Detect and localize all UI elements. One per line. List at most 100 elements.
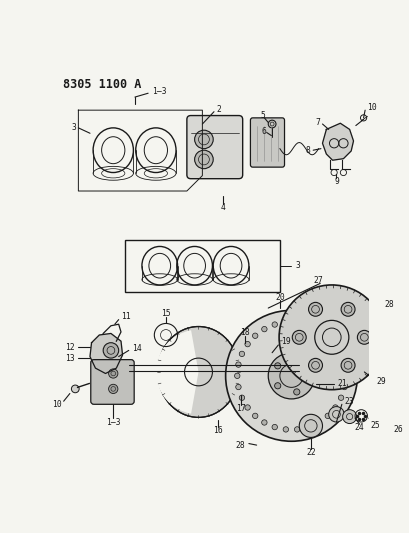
Circle shape [235, 348, 243, 356]
Wedge shape [155, 330, 198, 414]
Text: 27: 27 [312, 276, 322, 285]
Circle shape [274, 363, 280, 369]
Polygon shape [90, 334, 122, 374]
Circle shape [315, 326, 321, 332]
Circle shape [324, 413, 330, 418]
Circle shape [283, 319, 288, 325]
Circle shape [305, 424, 310, 430]
Ellipse shape [157, 327, 238, 417]
FancyBboxPatch shape [90, 360, 134, 405]
Text: 24: 24 [354, 423, 364, 432]
Text: 8305 1100 A: 8305 1100 A [63, 78, 141, 91]
Circle shape [279, 285, 384, 390]
Text: 16: 16 [213, 426, 222, 435]
Circle shape [263, 364, 271, 372]
Circle shape [71, 385, 79, 393]
Text: 22: 22 [305, 448, 315, 457]
Circle shape [108, 384, 118, 393]
Circle shape [267, 353, 314, 399]
Circle shape [324, 333, 330, 338]
Circle shape [341, 384, 346, 390]
Circle shape [305, 373, 311, 379]
Text: 15: 15 [161, 309, 171, 318]
Text: 6: 6 [261, 127, 266, 136]
Circle shape [340, 302, 354, 316]
Text: 10: 10 [366, 103, 375, 112]
Text: 17: 17 [236, 403, 245, 413]
FancyBboxPatch shape [250, 118, 284, 167]
Text: 3: 3 [71, 123, 76, 132]
Text: 28: 28 [235, 441, 245, 450]
Bar [125, 239, 279, 292]
Text: 23: 23 [344, 397, 353, 406]
Text: 21: 21 [336, 379, 346, 388]
Circle shape [238, 395, 244, 400]
Text: 20: 20 [274, 293, 284, 302]
Circle shape [235, 380, 243, 388]
Circle shape [308, 302, 322, 316]
Circle shape [340, 358, 354, 372]
Circle shape [332, 405, 337, 410]
Text: 12: 12 [65, 343, 74, 352]
Circle shape [103, 343, 118, 358]
Circle shape [292, 330, 306, 344]
Circle shape [247, 346, 255, 354]
Text: 29: 29 [376, 377, 386, 386]
Circle shape [283, 427, 288, 432]
Circle shape [252, 413, 257, 418]
Text: 8: 8 [305, 146, 310, 155]
Circle shape [342, 410, 356, 424]
Circle shape [244, 405, 250, 410]
Text: 18: 18 [240, 328, 249, 337]
Polygon shape [322, 123, 353, 160]
Circle shape [238, 351, 244, 357]
Circle shape [252, 333, 257, 338]
Circle shape [261, 326, 266, 332]
Circle shape [315, 420, 321, 425]
Circle shape [337, 395, 343, 400]
Text: 26: 26 [393, 425, 402, 434]
Circle shape [337, 351, 343, 357]
Circle shape [305, 322, 310, 327]
Circle shape [258, 352, 266, 360]
Text: 9: 9 [333, 176, 338, 185]
Circle shape [227, 346, 270, 390]
Text: 1–3: 1–3 [152, 87, 166, 96]
Circle shape [332, 342, 337, 347]
Text: 25: 25 [369, 422, 379, 430]
Text: 10: 10 [52, 400, 62, 409]
Circle shape [235, 384, 240, 390]
Ellipse shape [371, 412, 389, 427]
Circle shape [194, 130, 213, 149]
Text: 11: 11 [121, 312, 130, 321]
Text: 28: 28 [384, 301, 393, 310]
Text: 19: 19 [281, 337, 290, 346]
Circle shape [328, 407, 344, 422]
Circle shape [294, 427, 299, 432]
Circle shape [261, 420, 266, 425]
Circle shape [308, 358, 322, 372]
Circle shape [227, 358, 235, 366]
Text: 5: 5 [260, 111, 265, 120]
Text: 7: 7 [315, 118, 319, 127]
Circle shape [271, 322, 277, 327]
Circle shape [247, 383, 255, 390]
Circle shape [225, 310, 357, 441]
Circle shape [227, 370, 235, 378]
Circle shape [293, 357, 299, 363]
Circle shape [234, 373, 239, 378]
Circle shape [342, 373, 348, 378]
Circle shape [244, 342, 250, 347]
Circle shape [274, 383, 280, 389]
Circle shape [271, 424, 277, 430]
Circle shape [258, 360, 285, 388]
Text: 14: 14 [132, 344, 141, 353]
Circle shape [194, 150, 213, 168]
Circle shape [341, 362, 346, 367]
Text: 2: 2 [216, 105, 221, 114]
Circle shape [235, 362, 240, 367]
Text: 1–3: 1–3 [106, 417, 120, 426]
Circle shape [299, 414, 322, 438]
Circle shape [294, 319, 299, 325]
Text: 3: 3 [294, 261, 299, 270]
